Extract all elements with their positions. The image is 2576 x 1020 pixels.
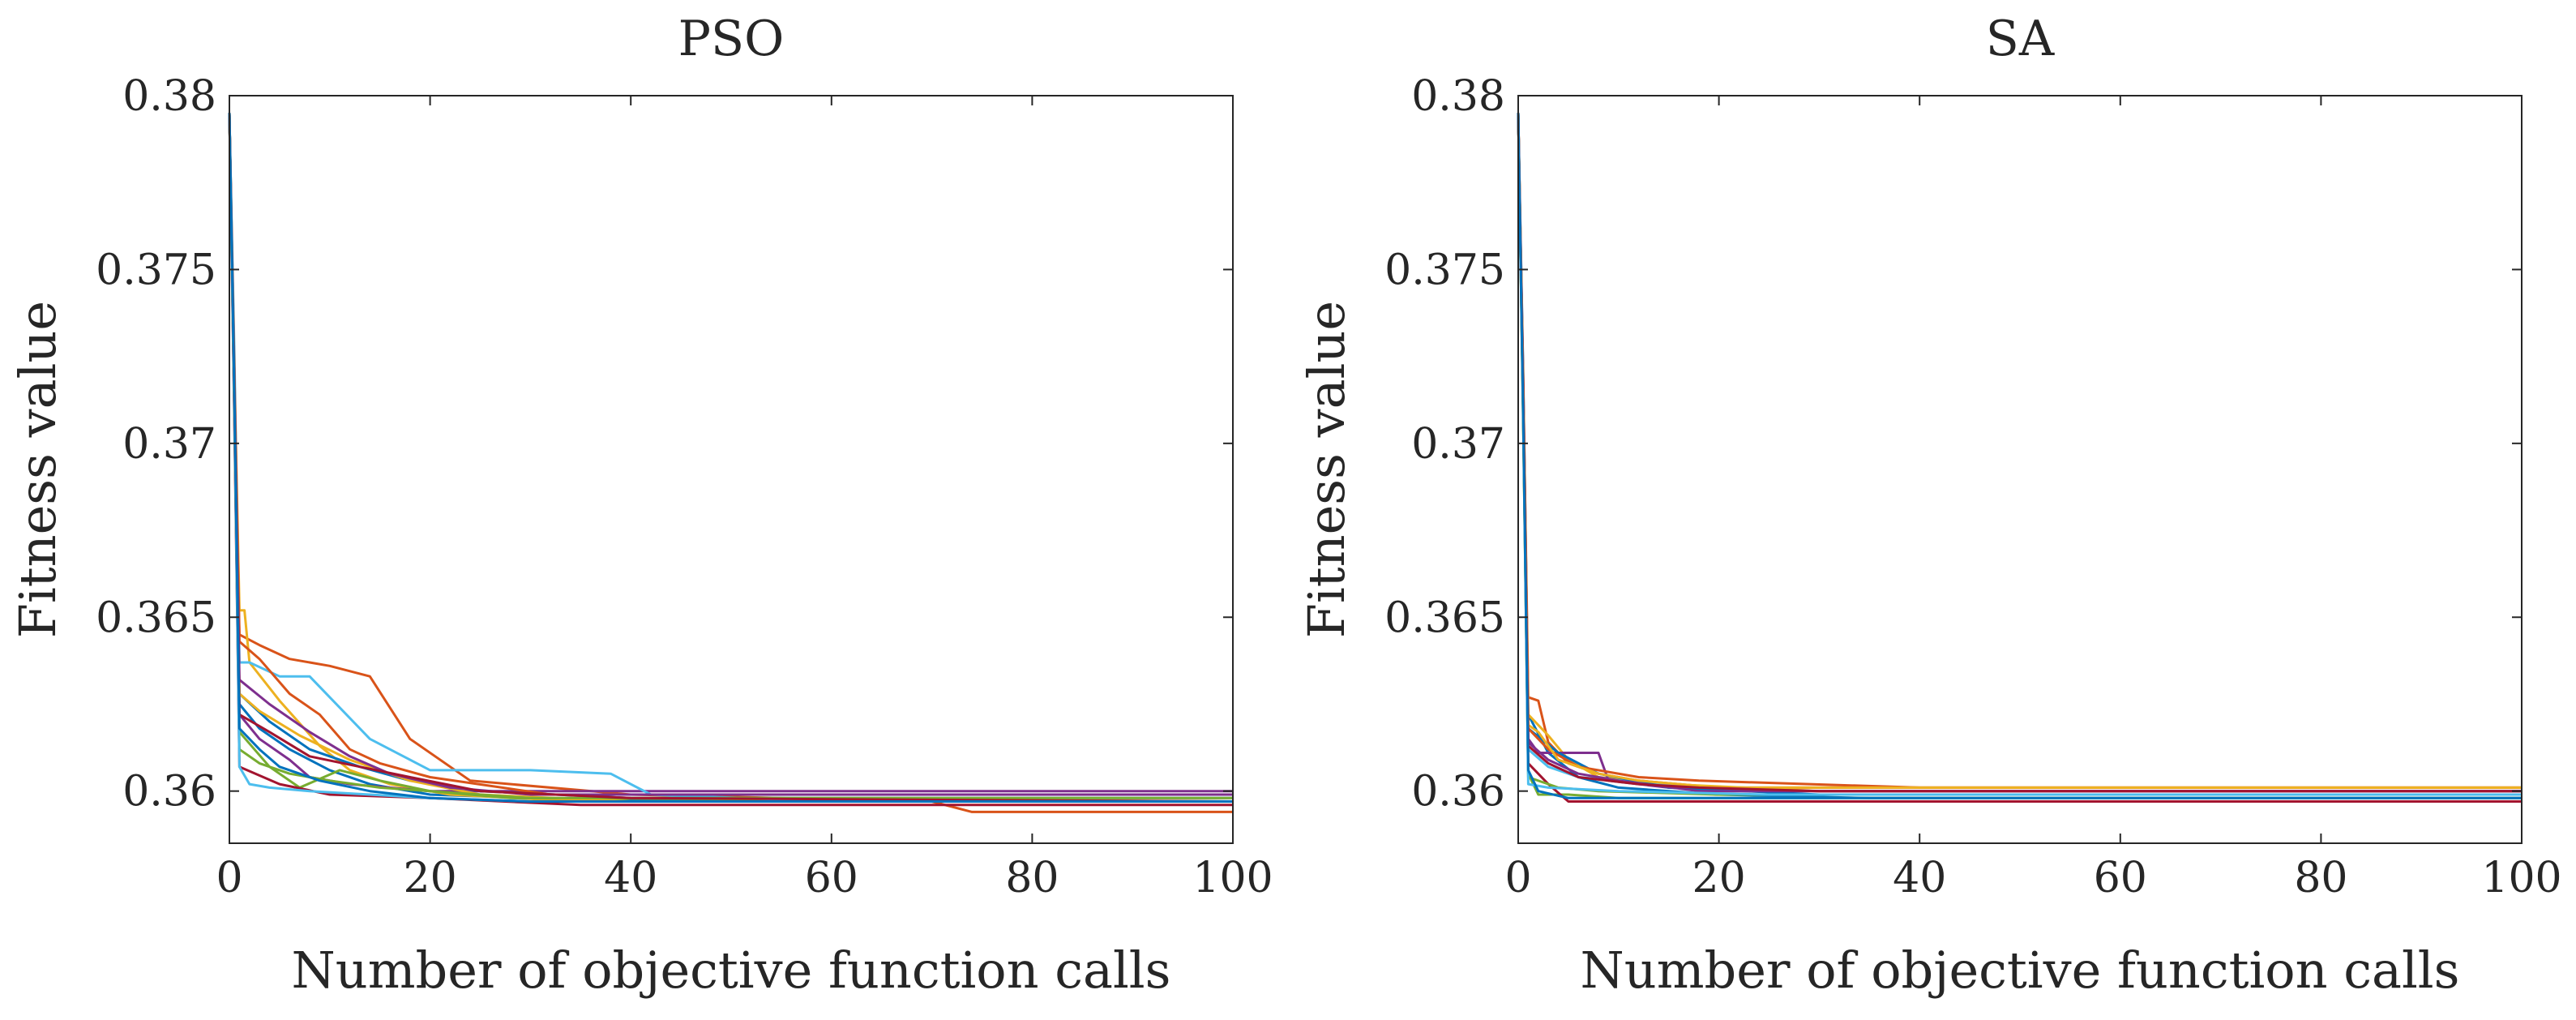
y-axis-label: Fitness value [1297,301,1356,638]
x-tick-label: 20 [1692,854,1746,902]
chart-sa: 0 20 40 60 80 100 0.36 0.365 0.37 0.375 0.38 SA Nu… [1297,11,2562,1000]
y-tick-label: 0.365 [96,594,216,642]
x-tick-label: 80 [2294,854,2347,902]
x-tick-label: 0 [1504,854,1531,902]
x-tick-label: 60 [2094,854,2147,902]
y-tick-label: 0.38 [122,72,216,121]
axes-box [1517,95,2523,844]
x-tick-label: 100 [1192,854,1273,902]
y-tick-label: 0.375 [96,246,216,294]
series-layer [1517,113,2522,803]
x-axis-label: Number of objective function calls [1581,941,2460,1000]
plot-area [1518,96,2522,843]
series-line-15 [1517,113,2522,799]
tick-layer: 0 20 40 60 80 100 0.36 0.365 0.37 0.375 0.38 [96,72,1273,902]
y-tick-label: 0.36 [122,768,216,816]
axes-box [229,95,1234,844]
x-tick-label: 20 [404,854,457,902]
y-tick-label: 0.37 [1411,420,1505,469]
y-tick-label: 0.38 [1411,72,1505,121]
chart-title: PSO [678,11,785,67]
y-axis-label: Fitness value [8,301,67,638]
x-tick-label: 40 [604,854,657,902]
chart-title: SA [1986,11,2055,67]
y-tick-label: 0.375 [1384,246,1505,294]
x-tick-label: 60 [805,854,858,902]
x-tick-label: 40 [1893,854,1946,902]
y-tick-label: 0.36 [1411,768,1505,816]
x-tick-label: 100 [2481,854,2561,902]
chart-pso: 0 20 40 60 80 100 0.36 0.365 0.37 0.375 0.38 PSO N… [8,11,1273,1000]
x-tick-label: 0 [216,854,242,902]
x-tick-label: 80 [1005,854,1059,902]
plot-area [229,96,1233,843]
x-axis-label: Number of objective function calls [292,941,1171,1000]
y-tick-label: 0.37 [122,420,216,469]
series-layer [228,113,1234,813]
y-tick-label: 0.365 [1384,594,1505,642]
series-line-15 [228,113,1233,803]
